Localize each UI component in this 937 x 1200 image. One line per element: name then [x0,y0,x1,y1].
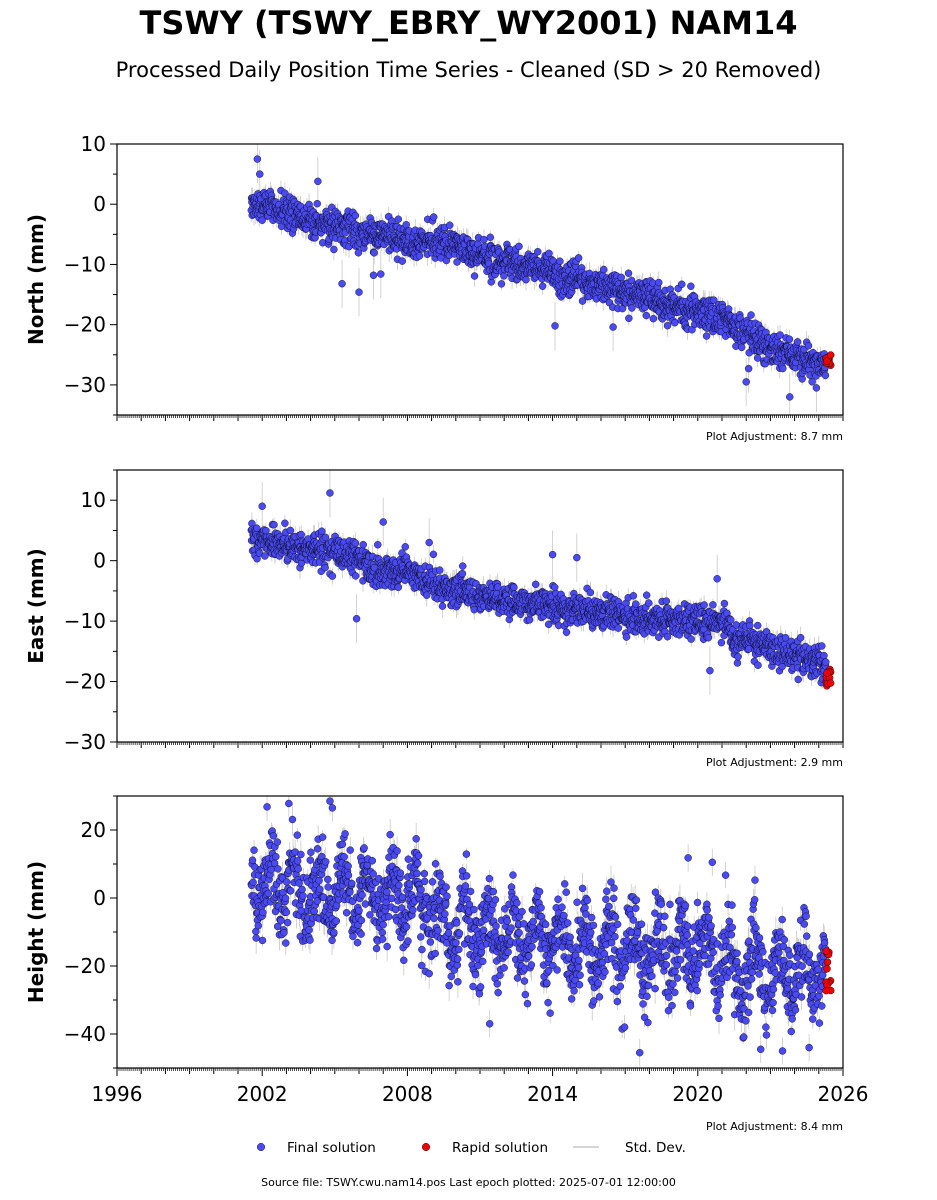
final-point [785,335,794,343]
final-point [354,249,363,257]
final-point [394,215,403,223]
y-axis-label: North (mm) [24,214,48,345]
final-point [821,371,830,380]
final-point [671,319,679,327]
final-point [779,364,787,373]
final-point [377,270,385,278]
final-point [538,282,547,290]
final-point [804,341,813,350]
final-point [627,276,636,285]
final-point [793,338,802,346]
final-point [628,304,636,312]
final-point [370,249,378,257]
axes-frame [116,143,844,416]
chart-subtitle: Processed Daily Position Time Series - C… [115,58,822,82]
rapid-point [827,351,835,359]
final-point [258,216,266,224]
plot-adjustment-note: Plot Adjustment: 8.7 mm [706,430,843,443]
final-point [522,276,530,284]
final-point [737,343,746,352]
chart-title: TSWY (TSWY_EBRY_WY2001) NAM14 [139,4,798,42]
final-point [486,233,494,241]
y-tick-label: −30 [64,373,106,397]
final-point [500,272,508,280]
final-point [655,278,663,287]
final-point [624,269,633,277]
final-point [556,257,564,265]
final-point [351,211,360,220]
final-point [314,177,322,186]
final-point [744,364,753,373]
final-point [369,271,378,279]
final-point [702,332,711,340]
final-point [678,280,686,288]
final-point [609,323,617,331]
final-point [808,378,816,386]
final-point [480,235,488,244]
final-point [430,213,438,221]
final-point [578,297,587,305]
final-point [256,170,264,178]
final-point [687,282,695,290]
final-point [338,280,346,288]
y-tick-label: −20 [64,313,106,337]
final-point [617,273,625,282]
final-point [415,252,424,260]
final-point [574,254,583,262]
final-point [625,314,633,323]
final-solution-points [247,155,830,401]
final-point [642,311,651,320]
final-point [330,245,338,254]
final-point [545,249,553,258]
y-tick-label: 10 [81,132,106,156]
final-point [497,280,506,288]
panel-north: 10 0 −10 −20 −30 North (mm) Plot Adjustment: 8… [24,132,844,443]
final-point [253,155,262,163]
final-point [398,257,406,265]
final-point [600,265,608,274]
y-tick-label: −10 [64,252,106,276]
final-point [355,288,363,296]
final-point [663,321,672,330]
final-point [786,393,794,401]
final-point [747,311,755,319]
final-point [534,248,542,256]
final-point [453,258,461,266]
final-point [515,242,523,251]
final-point [313,199,321,208]
final-point [446,221,454,229]
rapid-point [823,357,831,365]
y-tick-label: 0 [93,192,106,216]
final-point [281,189,289,197]
final-point [470,272,479,280]
final-point [649,314,658,323]
final-point [710,296,718,304]
final-point [742,378,750,386]
final-point [812,384,821,392]
final-point [551,322,559,330]
